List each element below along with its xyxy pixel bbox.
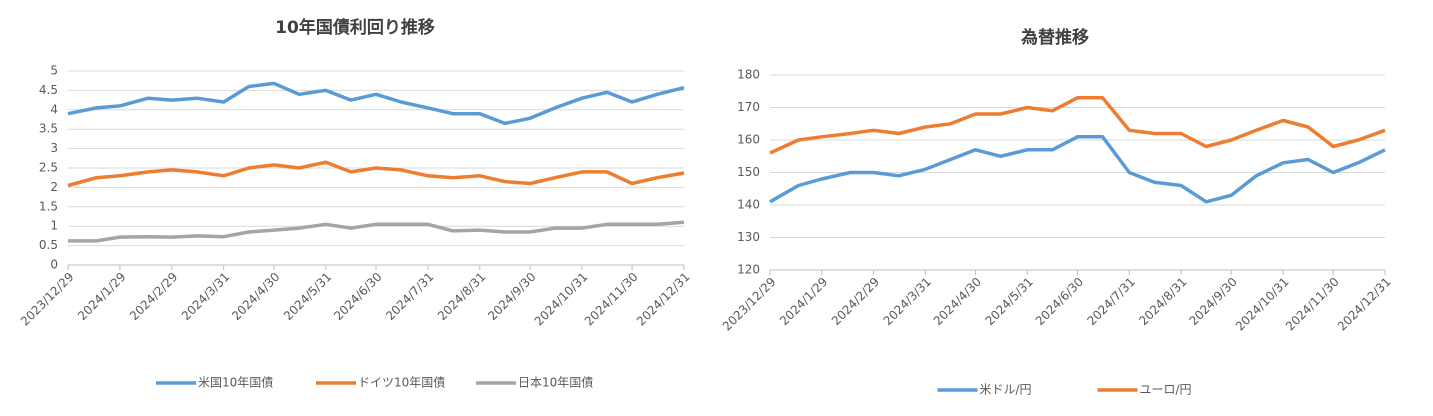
legend-label: 米国10年国債 xyxy=(198,375,273,390)
y-tick-label: 4.5 xyxy=(39,83,58,97)
x-tick-label: 2024/8/31 xyxy=(1136,275,1189,328)
x-tick-label: 2024/8/31 xyxy=(435,270,488,323)
chart-title: 為替推移 xyxy=(1021,27,1089,48)
x-tick-label: 2024/1/29 xyxy=(777,275,830,328)
y-tick-label: 2 xyxy=(50,180,58,194)
data-line xyxy=(769,96,1386,155)
y-tick-label: 140 xyxy=(737,198,760,212)
x-tick-label: 2024/6/30 xyxy=(331,270,384,323)
x-tick-label: 2023/12/29 xyxy=(18,270,77,329)
x-tick-label: 2024/4/30 xyxy=(931,275,984,328)
y-tick-label: 180 xyxy=(737,68,760,82)
chart-title: 10年国債利回り推移 xyxy=(275,17,435,38)
data-line xyxy=(67,81,685,126)
x-tick-label: 2024/4/30 xyxy=(229,270,282,323)
y-tick-label: 0.5 xyxy=(39,238,58,252)
y-tick-label: 5 xyxy=(50,64,58,78)
y-tick-label: 1.5 xyxy=(39,199,58,213)
y-tick-label: 0 xyxy=(50,258,58,272)
y-tick-label: 150 xyxy=(737,165,760,179)
x-tick-label: 2024/1/29 xyxy=(75,270,128,323)
x-tick-label: 2024/7/31 xyxy=(383,270,436,323)
data-line xyxy=(68,220,685,243)
x-tick-label: 2024/3/31 xyxy=(881,275,934,328)
legend-label: 日本10年国債 xyxy=(518,375,593,390)
x-tick-label: 2024/9/30 xyxy=(1186,275,1239,328)
legend-label: 米ドル/円 xyxy=(980,383,1032,397)
x-tick-label: 2024/9/30 xyxy=(485,270,538,323)
x-tick-label: 2024/11/30 xyxy=(582,270,641,329)
data-line xyxy=(67,160,685,188)
x-tick-label: 2024/6/30 xyxy=(1033,275,1086,328)
data-line xyxy=(769,135,1386,204)
x-tick-label: 2024/12/31 xyxy=(634,270,693,329)
y-tick-label: 130 xyxy=(737,230,760,244)
y-tick-label: 1 xyxy=(50,219,58,233)
x-tick-label: 2024/7/31 xyxy=(1084,275,1137,328)
y-tick-label: 120 xyxy=(737,263,760,277)
x-tick-label: 2023/12/29 xyxy=(720,275,779,334)
y-tick-label: 170 xyxy=(737,100,760,114)
x-tick-label: 2024/3/31 xyxy=(179,270,232,323)
y-tick-label: 2.5 xyxy=(39,161,58,175)
x-tick-label: 2024/5/31 xyxy=(281,270,334,323)
y-tick-label: 4 xyxy=(50,102,58,116)
y-tick-label: 160 xyxy=(737,133,760,147)
y-tick-label: 3.5 xyxy=(39,122,58,136)
y-tick-label: 3 xyxy=(50,141,58,155)
legend-label: ユーロ/円 xyxy=(1140,383,1192,397)
x-tick-label: 2024/5/31 xyxy=(983,275,1036,328)
x-tick-label: 2024/2/29 xyxy=(127,270,180,323)
legend-label: ドイツ10年国債 xyxy=(358,375,445,390)
x-tick-label: 2024/2/29 xyxy=(829,275,882,328)
x-tick-label: 2024/12/31 xyxy=(1335,275,1394,334)
x-tick-label: 2024/11/30 xyxy=(1283,275,1342,334)
